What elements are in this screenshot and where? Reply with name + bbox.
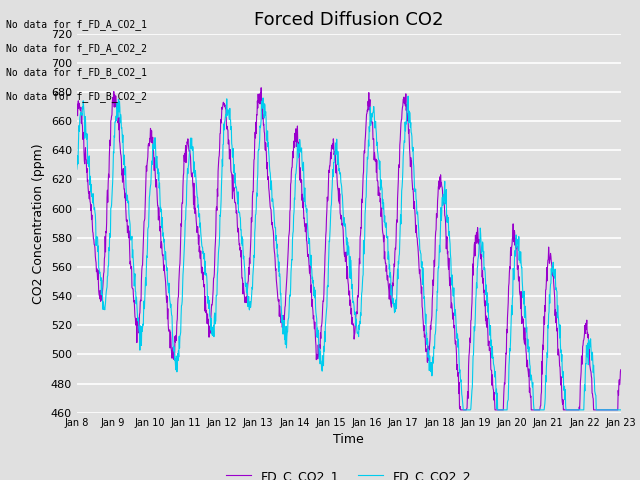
FD_C_CO2_2 xyxy=(404,93,412,99)
FD_C_CO2_1 xyxy=(522,352,530,358)
FD_C_CO2_2 xyxy=(73,166,81,172)
FD_C_CO2_2 xyxy=(300,159,307,165)
X-axis label: Time: Time xyxy=(333,433,364,446)
FD_C_CO2_2 xyxy=(460,407,467,413)
Text: No data for f_FD_A_CO2_2: No data for f_FD_A_CO2_2 xyxy=(6,43,147,54)
FD_C_CO2_1 xyxy=(287,181,294,187)
Legend: FD_C_CO2_1, FD_C_CO2_2: FD_C_CO2_1, FD_C_CO2_2 xyxy=(221,465,477,480)
FD_C_CO2_2 xyxy=(287,293,294,299)
FD_C_CO2_1 xyxy=(617,367,625,372)
FD_C_CO2_1 xyxy=(193,229,201,235)
FD_C_CO2_1 xyxy=(257,85,265,91)
FD_C_CO2_2 xyxy=(522,329,530,335)
FD_C_CO2_1 xyxy=(457,407,465,413)
FD_C_CO2_1 xyxy=(433,211,440,216)
Line: FD_C_CO2_1: FD_C_CO2_1 xyxy=(77,88,621,410)
FD_C_CO2_2 xyxy=(433,307,440,312)
Title: Forced Diffusion CO2: Forced Diffusion CO2 xyxy=(254,11,444,29)
FD_C_CO2_2 xyxy=(193,191,201,197)
FD_C_CO2_2 xyxy=(570,407,577,413)
FD_C_CO2_1 xyxy=(73,101,81,107)
Line: FD_C_CO2_2: FD_C_CO2_2 xyxy=(77,96,621,410)
Text: No data for f_FD_B_CO2_2: No data for f_FD_B_CO2_2 xyxy=(6,91,147,102)
FD_C_CO2_1 xyxy=(570,407,577,413)
FD_C_CO2_2 xyxy=(617,407,625,413)
Text: No data for f_FD_B_CO2_1: No data for f_FD_B_CO2_1 xyxy=(6,67,147,78)
Text: No data for f_FD_A_CO2_1: No data for f_FD_A_CO2_1 xyxy=(6,19,147,30)
FD_C_CO2_1 xyxy=(300,216,308,221)
Y-axis label: CO2 Concentration (ppm): CO2 Concentration (ppm) xyxy=(32,143,45,303)
